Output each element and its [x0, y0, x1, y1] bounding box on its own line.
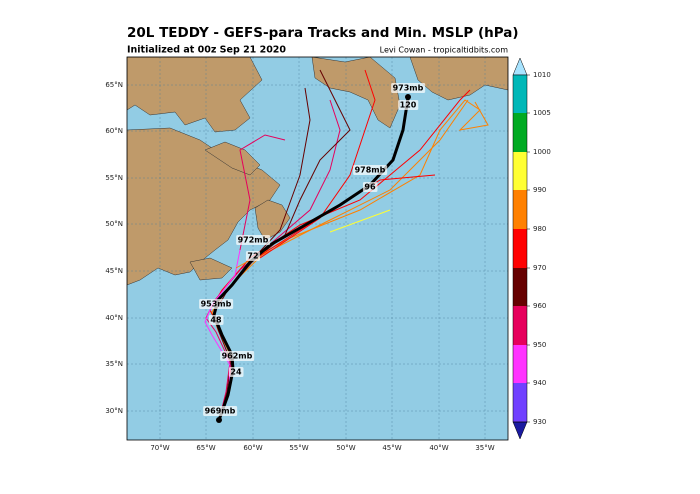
track-label: 96: [364, 183, 376, 192]
lon-label: 60°W: [243, 444, 262, 452]
land: [127, 57, 508, 286]
colorbar-label: 1010: [533, 71, 551, 79]
colorbar-label: 970: [533, 264, 546, 272]
lat-label: 55°N: [105, 174, 123, 182]
colorbar-label: 990: [533, 186, 546, 194]
track-label-box: [362, 182, 378, 192]
track-label-box: [236, 235, 271, 245]
colorbar-label: 950: [533, 341, 546, 349]
lat-label: 45°N: [105, 267, 123, 275]
track-label-box: [220, 351, 255, 361]
track-label: 962mb: [222, 352, 253, 361]
start-point: [216, 417, 222, 423]
track-label-box: [228, 367, 244, 377]
end-point: [405, 94, 411, 100]
lon-label: 55°W: [289, 444, 308, 452]
colorbar-label: 940: [533, 379, 546, 387]
track-label: 24: [230, 368, 242, 377]
track-label-box: [391, 83, 426, 93]
track-label: 969mb: [205, 407, 236, 416]
track-label: 978mb: [355, 166, 386, 175]
lon-label: 65°W: [196, 444, 215, 452]
lat-label: 30°N: [105, 407, 123, 415]
map: [127, 57, 508, 440]
colorbar-label: 960: [533, 302, 546, 310]
track-label-box: [208, 315, 224, 325]
lat-label: 65°N: [105, 81, 123, 89]
track-label-box: [353, 165, 388, 175]
track-label: 48: [210, 316, 222, 325]
title: 20L TEDDY - GEFS-para Tracks and Min. MS…: [127, 25, 519, 41]
lon-label: 50°W: [336, 444, 355, 452]
lat-label: 50°N: [105, 220, 123, 228]
track-label: 120: [400, 101, 417, 110]
colorbar-label: 930: [533, 418, 546, 426]
track-label-box: [199, 299, 234, 309]
colorbar-label: 980: [533, 225, 546, 233]
lon-label: 40°W: [429, 444, 448, 452]
track-label-box: [245, 251, 261, 261]
track-label: 953mb: [201, 300, 232, 309]
lat-label: 35°N: [105, 360, 123, 368]
ensemble-tracks: [204, 69, 489, 421]
lon-label: 70°W: [150, 444, 169, 452]
credit: Levi Cowan - tropicaltidbits.com: [380, 46, 509, 55]
track-label: 972mb: [238, 236, 269, 245]
lat-label: 40°N: [105, 314, 123, 322]
graticule: [127, 57, 508, 440]
subtitle: Initialized at 00z Sep 21 2020: [127, 45, 286, 56]
colorbar-label: 1000: [533, 148, 551, 156]
track-label-box: [203, 406, 238, 416]
lat-label: 60°N: [105, 127, 123, 135]
colorbar-label: 1005: [533, 109, 551, 117]
map-frame: [126, 56, 509, 441]
annotations: 973mb 120 978mb 96 972mb 72 953mb 48 962mb 24 969m…: [199, 83, 426, 416]
track-label-box: [398, 100, 419, 110]
lon-label: 35°W: [475, 444, 494, 452]
track-label: 973mb: [393, 84, 424, 93]
colorbar: [512, 57, 528, 440]
track-label: 72: [247, 252, 258, 261]
lon-label: 45°W: [382, 444, 401, 452]
